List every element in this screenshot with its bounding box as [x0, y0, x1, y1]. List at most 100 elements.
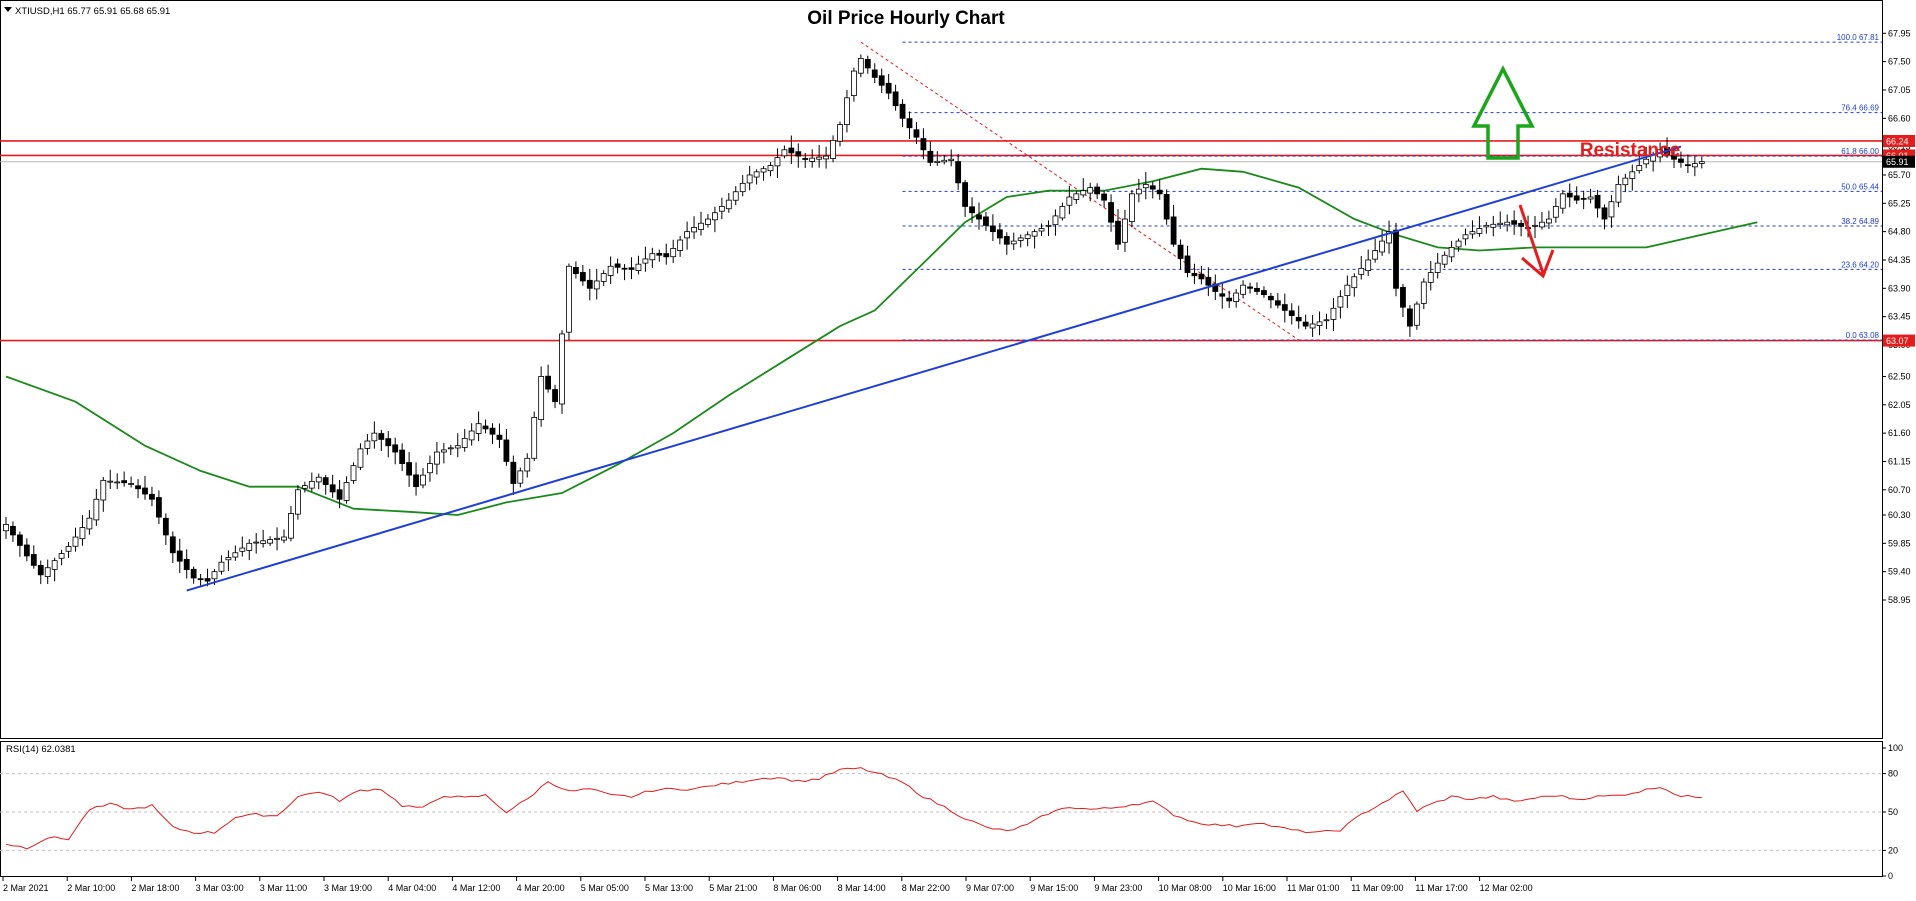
candle-body: [183, 558, 190, 570]
candle-body: [573, 266, 579, 275]
candle-body: [878, 75, 885, 86]
candle-body: [44, 567, 51, 577]
candle-body: [399, 449, 406, 464]
candle-body: [1615, 184, 1622, 203]
candle-body: [656, 252, 663, 256]
candle-body: [1142, 184, 1149, 189]
candle-body: [329, 484, 336, 493]
candle-body: [774, 157, 781, 167]
candle-body: [204, 578, 211, 582]
candle-body: [1587, 196, 1594, 200]
price-tick-label: 62.05: [1888, 400, 1911, 410]
time-tick-label: 8 Mar 06:00: [773, 883, 821, 893]
fib-level-label: 0.0 63.08: [1846, 331, 1880, 340]
price-tick-label: 59.85: [1888, 538, 1911, 548]
candle-body: [1518, 222, 1524, 227]
candle-body: [864, 58, 871, 69]
candle-body: [190, 568, 197, 579]
candle-body: [454, 445, 461, 449]
candle-body: [176, 550, 183, 562]
current-price-tag-label: 65.91: [1886, 157, 1909, 167]
candle-body: [885, 82, 892, 94]
rsi-tick-label: 80: [1888, 769, 1898, 779]
candle-body: [795, 151, 802, 157]
candle-body: [496, 434, 503, 440]
candle-body: [1685, 164, 1691, 167]
candle-body: [343, 482, 350, 501]
candle-body: [1420, 281, 1427, 304]
candle-body: [322, 477, 329, 485]
candle-body: [976, 214, 982, 220]
candle-body: [538, 376, 545, 421]
price-tick-label: 63.90: [1888, 283, 1911, 293]
candle-body: [830, 139, 836, 159]
candle-body: [274, 537, 280, 540]
candle-body: [586, 279, 593, 289]
candle-body: [1504, 221, 1511, 226]
candle-body: [392, 444, 399, 453]
candle-body: [1559, 193, 1566, 209]
candle-body: [1129, 193, 1135, 222]
candle-body: [357, 448, 364, 468]
candle-body: [420, 474, 426, 486]
dropdown-triangle-icon: [4, 7, 12, 12]
candle-body: [1476, 228, 1483, 234]
candle-body: [406, 462, 413, 476]
price-tick-label: 67.95: [1888, 28, 1911, 38]
moving-average-layer: [5, 167, 1758, 516]
candle-body: [1490, 223, 1497, 228]
candle-body: [1698, 161, 1705, 164]
candle-body: [30, 554, 37, 566]
candle-body: [440, 449, 447, 453]
candle-body: [239, 547, 246, 552]
candle-body: [1629, 171, 1636, 179]
candle-body: [531, 416, 538, 459]
candle-body: [767, 165, 774, 172]
candle-body: [1254, 287, 1260, 292]
candle-body: [246, 542, 253, 551]
candle-body: [969, 206, 975, 214]
candle-body: [1622, 177, 1629, 186]
candle-body: [1108, 202, 1114, 223]
time-tick-label: 9 Mar 15:00: [1030, 883, 1078, 893]
candle-body: [934, 160, 941, 164]
candle-body: [607, 265, 614, 276]
candle-body: [350, 465, 357, 481]
candle-body: [385, 438, 392, 447]
candle-body: [635, 263, 642, 271]
price-tick-label: 66.60: [1888, 113, 1911, 123]
candle-body: [482, 425, 489, 430]
candle-body: [955, 161, 962, 184]
candle-body: [996, 229, 1003, 239]
candle-body: [1024, 234, 1031, 239]
candle-body: [232, 552, 239, 558]
candle-body: [1115, 220, 1121, 245]
price-axis: 67.9567.5067.0566.6066.1565.7065.2564.80…: [1882, 28, 1915, 881]
candle-body: [1268, 295, 1274, 301]
candle-body: [1365, 259, 1372, 272]
price-tick-label: 61.60: [1888, 428, 1911, 438]
candle-body: [906, 118, 913, 129]
time-tick-label: 3 Mar 11:00: [260, 883, 307, 893]
candle-body: [1156, 189, 1163, 195]
candle-body: [260, 540, 267, 544]
candle-body: [1149, 185, 1156, 190]
price-tick-label: 64.35: [1888, 255, 1911, 265]
candle-body: [1455, 240, 1462, 248]
candle-body: [1386, 231, 1392, 244]
candle-body: [267, 539, 274, 544]
candle-body: [1469, 231, 1476, 235]
candle-body: [816, 156, 823, 160]
candle-body: [1643, 158, 1650, 165]
candle-body: [253, 541, 260, 544]
candle-body: [79, 527, 86, 540]
candle-body: [503, 439, 510, 462]
candle-body: [1546, 218, 1552, 224]
candle-body: [628, 267, 635, 270]
candle-body: [65, 546, 72, 552]
time-tick-label: 8 Mar 22:00: [902, 883, 950, 893]
trend-line-layer: [186, 145, 1682, 592]
fib-level-label: 61.8 66.00: [1841, 147, 1879, 156]
candles-layer: [3, 54, 1705, 587]
candle-body: [1448, 246, 1455, 258]
